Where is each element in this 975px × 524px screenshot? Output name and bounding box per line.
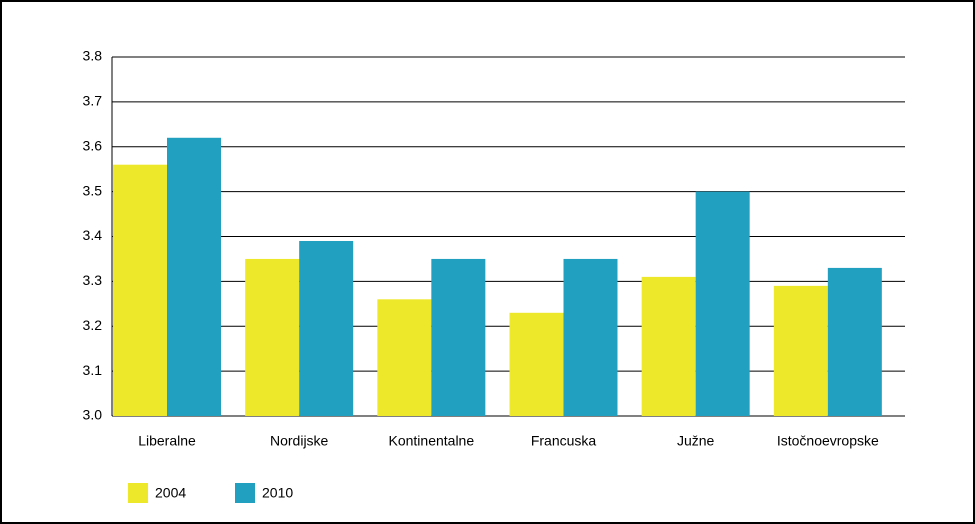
x-tick-label: Kontinentalne: [389, 433, 475, 449]
y-tick-label: 3.8: [83, 48, 103, 64]
bar: [827, 267, 882, 416]
legend-swatch: [128, 483, 148, 503]
x-tick-label: Francuska: [531, 433, 597, 449]
bar: [245, 258, 300, 416]
bar: [509, 312, 564, 416]
x-tick-label: Južne: [677, 433, 715, 449]
x-tick-label: Nordijske: [270, 433, 329, 449]
bar: [695, 191, 750, 416]
bar: [299, 240, 354, 416]
y-tick-label: 3.0: [83, 407, 103, 423]
y-tick-label: 3.1: [83, 362, 103, 378]
legend-label: 2004: [155, 485, 186, 501]
y-tick-label: 3.4: [83, 227, 103, 243]
bar: [641, 276, 696, 416]
x-tick-label: Liberalne: [138, 433, 196, 449]
y-tick-label: 3.2: [83, 317, 103, 333]
legend-swatch: [235, 483, 255, 503]
bar: [431, 258, 486, 416]
bar: [563, 258, 618, 416]
bar: [773, 285, 828, 416]
y-tick-label: 3.3: [83, 272, 103, 288]
x-tick-label: Istočnoevropske: [777, 433, 879, 449]
y-tick-label: 3.5: [83, 182, 103, 198]
bar: [113, 164, 167, 416]
bar: [167, 137, 221, 416]
y-tick-label: 3.6: [83, 137, 103, 153]
legend-label: 2010: [262, 485, 293, 501]
y-tick-label: 3.7: [83, 93, 103, 109]
bar: [377, 299, 432, 416]
